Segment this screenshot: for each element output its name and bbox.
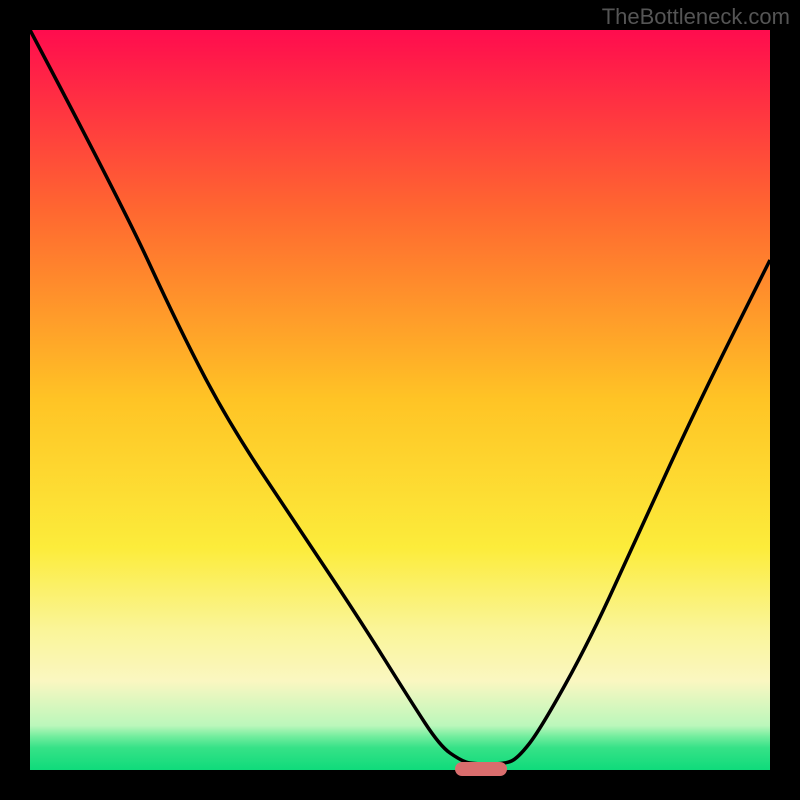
plot-gradient-area [30, 30, 770, 770]
bottleneck-chart [0, 0, 800, 800]
chart-container: TheBottleneck.com [0, 0, 800, 800]
watermark-label: TheBottleneck.com [602, 4, 790, 30]
optimal-marker [455, 762, 507, 776]
